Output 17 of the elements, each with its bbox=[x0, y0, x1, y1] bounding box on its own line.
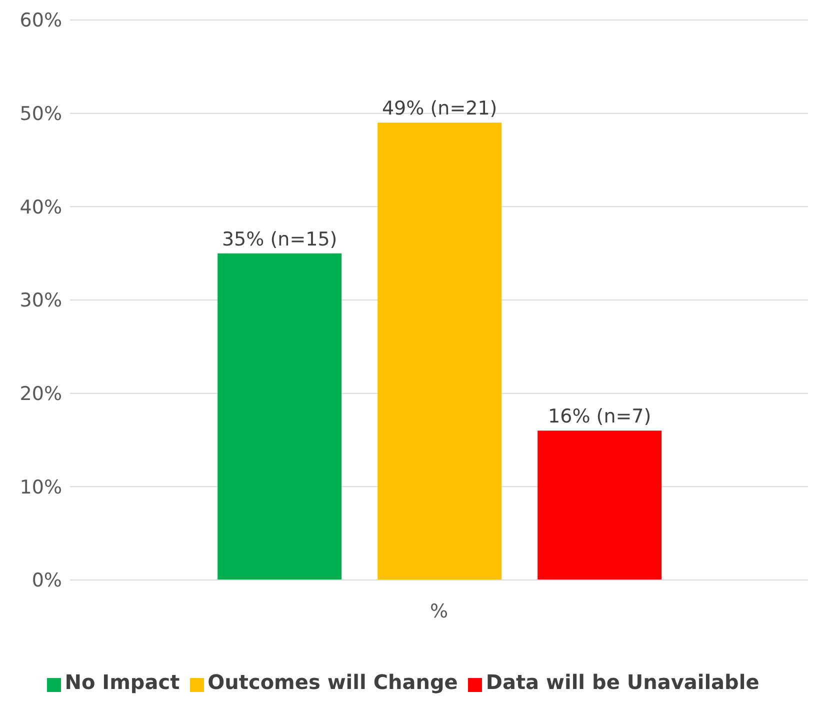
y-tick-label: 0% bbox=[32, 570, 62, 592]
data-label: 16% (n=7) bbox=[548, 406, 652, 428]
legend-label: Data will be Unavailable bbox=[486, 670, 760, 694]
x-tick-label: % bbox=[430, 600, 448, 622]
y-tick-label: 50% bbox=[20, 103, 62, 126]
y-tick-label: 30% bbox=[20, 290, 62, 312]
y-tick-label: 10% bbox=[20, 476, 62, 498]
data-label: 35% (n=15) bbox=[222, 228, 338, 250]
y-tick-label: 60% bbox=[20, 10, 62, 32]
legend-label: Outcomes will Change bbox=[208, 670, 458, 694]
y-tick-label: 40% bbox=[20, 196, 62, 218]
bar bbox=[218, 253, 342, 580]
bar bbox=[538, 430, 662, 580]
data-label: 49% (n=21) bbox=[382, 98, 498, 120]
y-tick-label: 20% bbox=[20, 383, 62, 406]
bar bbox=[378, 122, 502, 580]
legend-label: No Impact bbox=[64, 670, 180, 694]
